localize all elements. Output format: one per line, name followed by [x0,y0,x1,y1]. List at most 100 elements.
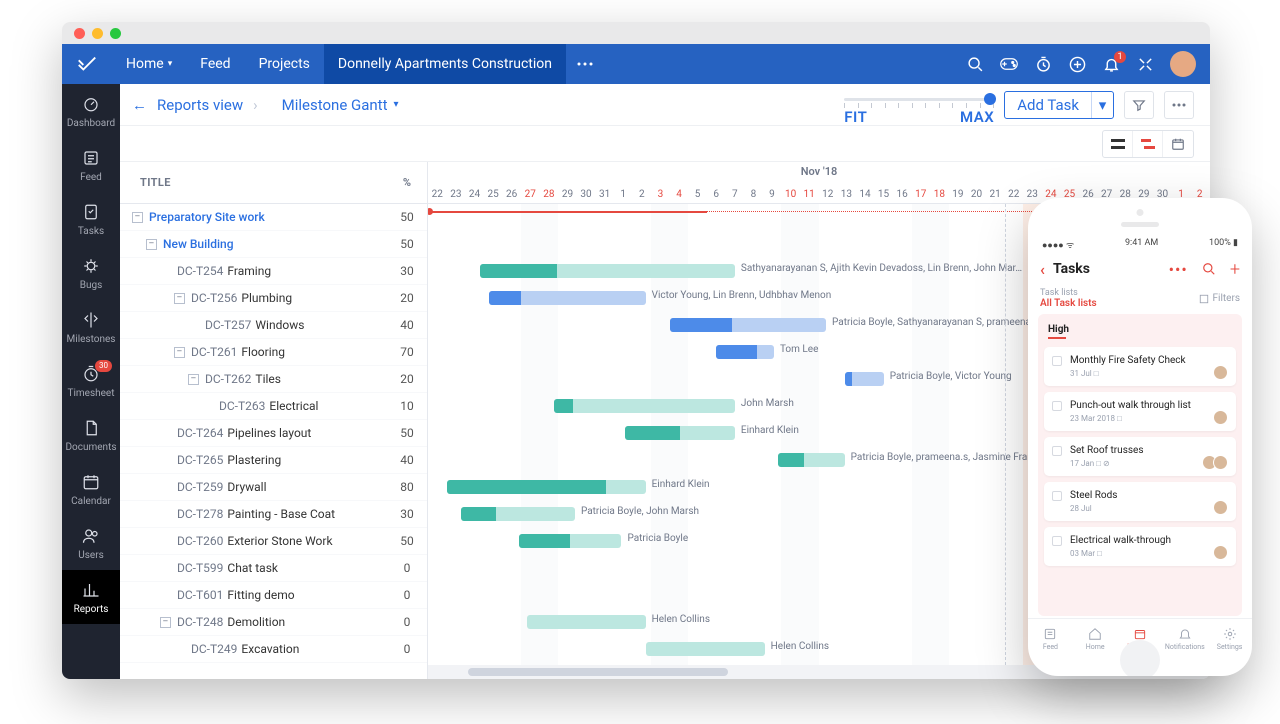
rail-documents[interactable]: Documents [62,408,120,462]
gantt-bar-label: Victor Young, Lin Brenn, Udhbhav Menon [652,290,832,301]
phone-task-card[interactable]: Punch-out walk through list23 Mar 2018 □ [1044,392,1236,431]
collapse-icon[interactable]: – [174,293,185,304]
collapse-icon[interactable]: – [160,617,171,628]
task-row[interactable]: DC-T263Electrical10 [120,393,427,420]
task-row[interactable]: DC-T265Plastering40 [120,447,427,474]
tools-icon[interactable] [1136,55,1154,73]
rail-users[interactable]: Users [62,516,120,570]
gantt-bar[interactable] [670,318,826,332]
task-row[interactable]: DC-T257Windows40 [120,312,427,339]
view-gantt-icon[interactable] [1133,131,1163,157]
rail-calendar[interactable]: Calendar [62,462,120,516]
phone-tab-notifications[interactable]: Notifications [1162,619,1207,658]
phone-tab-settings[interactable]: Settings [1207,619,1252,658]
gantt-bar[interactable] [489,291,645,305]
gantt-bar[interactable] [527,615,646,629]
add-task-button[interactable]: Add Task ▾ [1004,91,1114,119]
phone-task-card[interactable]: Monthly Fire Safety Check31 Jul □ [1044,347,1236,386]
gantt-bar[interactable] [845,372,884,386]
gantt-bar[interactable] [480,264,735,278]
checkbox-icon[interactable] [1052,446,1062,456]
checkbox-icon[interactable] [1052,491,1062,501]
checkbox-icon[interactable] [1052,356,1062,366]
window-zoom-icon[interactable] [110,28,121,39]
gantt-bar[interactable] [447,480,646,494]
window-minimize-icon[interactable] [92,28,103,39]
view-calendar-icon[interactable] [1163,131,1193,157]
phone-search-icon[interactable] [1202,262,1216,276]
nav-projects[interactable]: Projects [245,44,324,84]
phone-task-card[interactable]: Electrical walk-through03 Mar □ [1044,527,1236,566]
phone-section-label: High [1044,324,1236,335]
breadcrumb-reports[interactable]: Reports view [157,96,243,114]
phone-task-card[interactable]: Steel Rods28 Jul [1044,482,1236,521]
nav-feed[interactable]: Feed [186,44,244,84]
more-icon[interactable] [1164,91,1194,119]
phone-task-card[interactable]: Set Roof trusses17 Jan □ ⊘ [1044,437,1236,476]
timer-icon[interactable] [1034,55,1052,73]
task-row[interactable]: DC-T259Drywall80 [120,474,427,501]
window-close-icon[interactable] [74,28,85,39]
zoom-slider[interactable]: FITMAX [844,92,994,118]
filter-icon[interactable] [1124,91,1154,119]
task-row[interactable]: DC-T264Pipelines layout50 [120,420,427,447]
nav-home[interactable]: Home▾ [112,44,186,84]
phone-tab-home[interactable]: Home [1073,619,1118,658]
col-pct: % [387,176,427,189]
user-avatar[interactable] [1170,51,1196,77]
task-row[interactable]: –DC-T262Tiles20 [120,366,427,393]
notifications-icon[interactable]: 1 [1102,55,1120,73]
phone-home-button[interactable] [1120,640,1160,676]
phone-sub-label: Task lists [1040,288,1097,298]
gantt-bar[interactable] [625,426,735,440]
task-row[interactable]: DC-T260Exterior Stone Work50 [120,528,427,555]
task-row[interactable]: DC-T599Chat task0 [120,555,427,582]
task-row[interactable]: DC-T278Painting - Base Coat30 [120,501,427,528]
rail-bugs[interactable]: Bugs [62,246,120,300]
search-icon[interactable] [966,55,984,73]
task-row[interactable]: –DC-T248Demolition0 [120,609,427,636]
gamify-icon[interactable] [1000,55,1018,73]
task-row[interactable]: –DC-T261Flooring70 [120,339,427,366]
nav-more-icon[interactable] [566,44,604,84]
collapse-icon[interactable]: – [174,347,185,358]
back-icon[interactable]: ← [132,96,147,114]
add-icon[interactable] [1068,55,1086,73]
gantt-bar[interactable] [461,507,574,521]
phone-back-icon[interactable]: ‹ [1040,260,1045,279]
phone-add-icon[interactable]: + [1230,259,1240,280]
checkbox-icon[interactable] [1052,536,1062,546]
task-row[interactable]: DC-T254Framing30 [120,258,427,285]
phone-more-icon[interactable]: ••• [1169,260,1188,279]
collapse-icon[interactable]: – [132,212,143,223]
rail-milestones[interactable]: Milestones [62,300,120,354]
rail-feed[interactable]: Feed [62,138,120,192]
brand-logo-icon[interactable] [62,44,112,84]
nav-current-project[interactable]: Donnelly Apartments Construction [324,44,566,84]
checkbox-icon[interactable] [1052,401,1062,411]
collapse-icon[interactable]: – [146,239,157,250]
gantt-bar[interactable] [646,642,765,656]
task-row[interactable]: DC-T249Excavation0 [120,636,427,663]
task-row[interactable]: –New Building50 [120,231,427,258]
view-compact-icon[interactable] [1103,131,1133,157]
phone-tab-feed[interactable]: Feed [1028,619,1073,658]
gantt-bar[interactable] [554,399,734,413]
nav-right: 1 [966,51,1210,77]
collapse-icon[interactable]: – [188,374,199,385]
view-selector[interactable]: Milestone Gantt ▾ [282,96,399,114]
task-row[interactable]: DC-T601Fitting demo0 [120,582,427,609]
rail-reports[interactable]: Reports [62,570,120,624]
phone-filters-button[interactable]: Filters [1199,293,1240,304]
task-row[interactable]: –DC-T256Plumbing20 [120,285,427,312]
rail-timesheet[interactable]: Timesheet30 [62,354,120,408]
rail-tasks[interactable]: Tasks [62,192,120,246]
gantt-bar[interactable] [716,345,774,359]
gantt-bar[interactable] [778,453,845,467]
gantt-bar-label: Patricia Boyle, Victor Young [890,371,1012,382]
chevron-down-icon[interactable]: ▾ [1091,92,1113,118]
gantt-bar[interactable] [519,534,621,548]
rail-dashboard[interactable]: Dashboard [62,84,120,138]
phone-list-picker[interactable]: All Task lists [1040,298,1097,309]
task-row[interactable]: –Preparatory Site work50 [120,204,427,231]
